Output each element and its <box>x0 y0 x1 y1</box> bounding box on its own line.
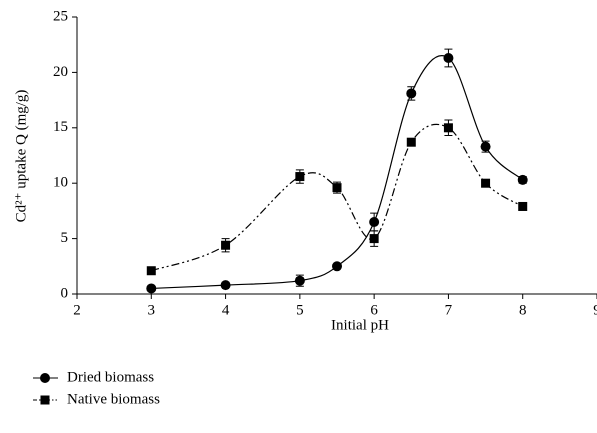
marker <box>332 183 342 193</box>
series-line <box>151 55 524 290</box>
x-tick-label: 7 <box>445 302 453 318</box>
marker <box>295 172 305 182</box>
marker <box>443 52 454 63</box>
marker <box>406 137 416 147</box>
y-tick-label: 25 <box>53 8 68 24</box>
x-axis-label: Initial pH <box>331 317 389 333</box>
x-tick-label: 8 <box>519 302 527 318</box>
y-tick-label: 15 <box>53 119 68 135</box>
marker <box>443 123 453 133</box>
legend-label: Native biomass <box>67 391 160 407</box>
marker <box>518 201 528 211</box>
marker <box>294 275 305 286</box>
marker <box>406 88 417 99</box>
x-tick-label: 6 <box>370 302 378 318</box>
x-tick-label: 3 <box>148 302 156 318</box>
marker <box>517 174 528 185</box>
y-tick-label: 10 <box>53 175 68 191</box>
marker <box>40 395 50 405</box>
x-tick-label: 2 <box>73 302 81 318</box>
marker <box>369 234 379 244</box>
y-tick-label: 5 <box>61 230 69 246</box>
x-tick-label: 4 <box>222 302 230 318</box>
marker <box>220 280 231 291</box>
y-axis-label: Cd²⁺ uptake Q (mg/g) <box>13 90 29 223</box>
x-tick-label: 9 <box>593 302 597 318</box>
marker <box>332 261 342 272</box>
marker <box>40 373 50 383</box>
y-tick-label: 20 <box>53 64 68 80</box>
y-tick-label: 0 <box>61 285 69 301</box>
marker <box>146 266 156 276</box>
marker <box>480 141 491 152</box>
marker <box>221 240 231 250</box>
marker <box>369 216 380 227</box>
x-tick-label: 5 <box>296 302 304 318</box>
marker <box>146 283 157 294</box>
marker <box>481 178 491 188</box>
legend-label: Dried biomass <box>67 369 154 385</box>
series-line <box>151 123 524 272</box>
